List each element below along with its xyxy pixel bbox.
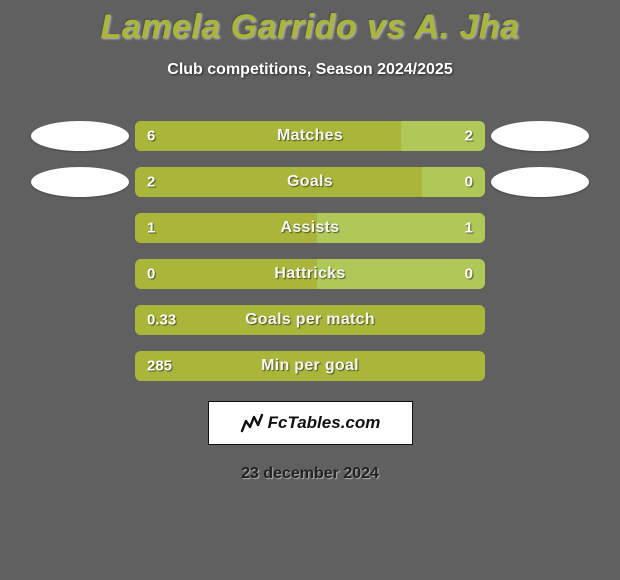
stat-value-left: 0.33 (147, 312, 176, 329)
stat-value-right: 2 (465, 128, 473, 145)
stat-value-right: 0 (465, 266, 473, 283)
stat-value-right: 0 (465, 174, 473, 191)
stat-value-left: 6 (147, 128, 155, 145)
stat-row: Matches6 2 (0, 121, 620, 151)
stat-value-left: 0 (147, 266, 155, 283)
stat-row: Assists1 1 (0, 213, 620, 243)
stat-row: Goals2 0 (0, 167, 620, 197)
team-right-logo (485, 121, 595, 151)
logo-placeholder-icon (31, 167, 129, 197)
team-right-logo (485, 167, 595, 197)
stat-bar: Goals per match0.33 (135, 305, 485, 335)
logo-placeholder-icon (491, 121, 589, 151)
page-title: Lamela Garrido vs A. Jha (0, 8, 620, 47)
stat-bar: Hattricks0 0 (135, 259, 485, 289)
stats-list: Matches62Goals20Assists11Hattricks00Goal… (0, 121, 620, 381)
stat-value-right: 1 (465, 220, 473, 237)
stat-bar: Assists1 1 (135, 213, 485, 243)
brand-badge: FcTables.com (208, 401, 413, 445)
footer-date: 23 december 2024 (0, 465, 620, 483)
stat-label: Assists (135, 219, 485, 237)
logo-placeholder-icon (31, 121, 129, 151)
stat-bar: Matches6 2 (135, 121, 485, 151)
subtitle: Club competitions, Season 2024/2025 (0, 61, 620, 79)
stat-value-left: 285 (147, 358, 172, 375)
stat-row: Goals per match0.33 (0, 305, 620, 335)
stat-label: Goals (135, 173, 485, 191)
logo-placeholder-icon (491, 167, 589, 197)
stat-bar: Min per goal285 (135, 351, 485, 381)
stat-label: Goals per match (135, 311, 485, 329)
stat-row: Min per goal285 (0, 351, 620, 381)
team-left-logo (25, 167, 135, 197)
brand-logo-icon (240, 413, 264, 433)
stat-bar: Goals2 0 (135, 167, 485, 197)
brand-text: FcTables.com (268, 413, 381, 433)
stat-value-left: 1 (147, 220, 155, 237)
stat-label: Hattricks (135, 265, 485, 283)
stat-row: Hattricks0 0 (0, 259, 620, 289)
stat-label: Matches (135, 127, 485, 145)
stat-value-left: 2 (147, 174, 155, 191)
stat-label: Min per goal (135, 357, 485, 375)
team-left-logo (25, 121, 135, 151)
